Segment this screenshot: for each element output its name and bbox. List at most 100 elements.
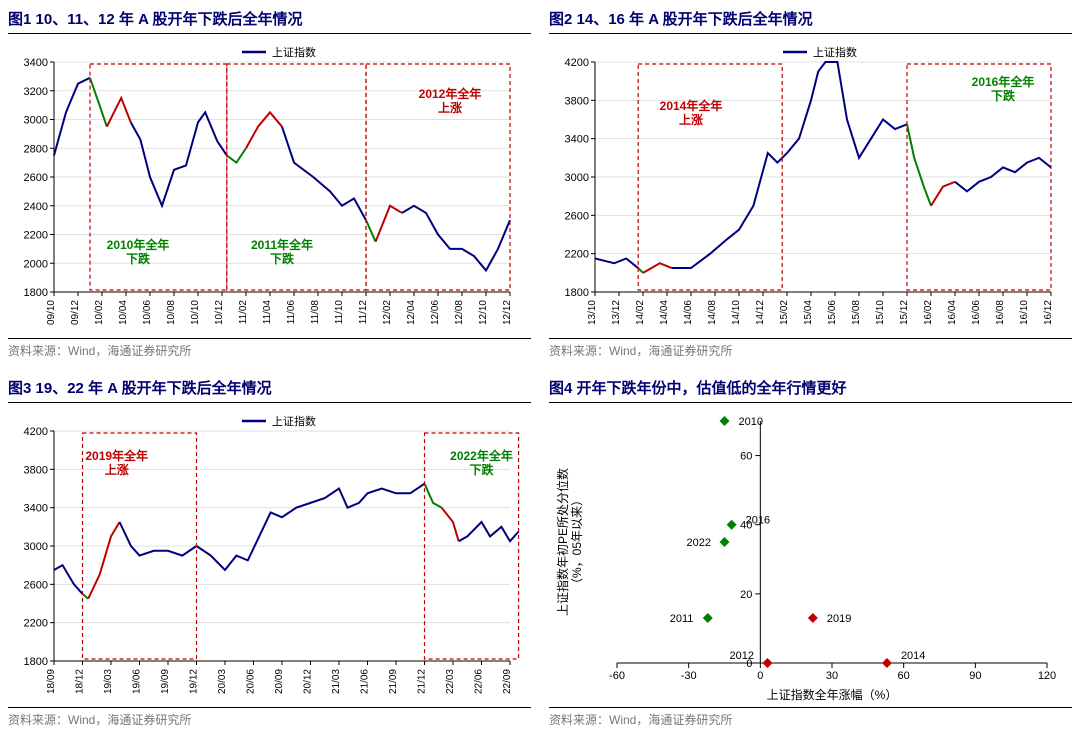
series-segment — [227, 148, 246, 162]
x-axis-label: 上证指数全年涨幅（%） — [767, 687, 898, 702]
svg-text:12/02: 12/02 — [382, 300, 393, 325]
line-chart: 18002000220024002600280030003200340009/1… — [8, 36, 520, 336]
svg-text:16/12: 16/12 — [1043, 300, 1054, 325]
svg-text:11/04: 11/04 — [262, 300, 273, 325]
svg-text:60: 60 — [898, 670, 910, 682]
svg-text:10/12: 10/12 — [214, 300, 225, 325]
point-label: 2022 — [687, 537, 711, 549]
source-text: 资料来源：Wind，海通证券研究所 — [8, 707, 531, 728]
svg-text:2000: 2000 — [24, 258, 48, 270]
svg-text:12/06: 12/06 — [430, 300, 441, 325]
svg-text:120: 120 — [1038, 670, 1056, 682]
chart-panel: 图4 开年下跌年份中，估值低的全年行情更好-60-300306090120020… — [549, 377, 1072, 728]
svg-text:19/06: 19/06 — [132, 669, 143, 694]
svg-text:4200: 4200 — [565, 57, 589, 69]
svg-text:2400: 2400 — [24, 201, 48, 213]
scatter-chart: -60-300306090120020406020102016202220112… — [549, 405, 1061, 705]
annotation-text: 2012年全年 — [419, 86, 482, 101]
y-axis-label: （%，05年以来） — [570, 494, 584, 590]
series-segment — [376, 206, 402, 242]
svg-text:2600: 2600 — [24, 579, 48, 591]
svg-text:22/03: 22/03 — [445, 669, 456, 694]
svg-text:3800: 3800 — [565, 95, 589, 107]
svg-text:4200: 4200 — [24, 426, 48, 438]
svg-text:18/12: 18/12 — [75, 669, 86, 694]
scatter-point — [703, 613, 713, 623]
svg-text:1800: 1800 — [24, 656, 48, 668]
point-label: 2011 — [670, 613, 694, 625]
point-label: 2010 — [739, 416, 763, 428]
svg-text:3000: 3000 — [24, 115, 48, 127]
annotation-text: 下跌 — [469, 462, 494, 477]
chart-panel: 图1 10、11、12 年 A 股开年下跌后全年情况18002000220024… — [8, 8, 531, 359]
annotation-text: 上涨 — [679, 112, 703, 127]
series-segment — [88, 522, 119, 599]
svg-text:19/03: 19/03 — [103, 669, 114, 694]
svg-text:21/06: 21/06 — [360, 669, 371, 694]
svg-text:14/10: 14/10 — [731, 300, 742, 325]
svg-text:3000: 3000 — [565, 172, 589, 184]
scatter-point — [882, 658, 892, 668]
line-chart: 180022002600300034003800420013/1013/1214… — [549, 36, 1061, 336]
series-segment — [120, 484, 425, 570]
series-segment — [54, 78, 90, 156]
svg-text:15/02: 15/02 — [779, 300, 790, 325]
svg-text:21/12: 21/12 — [417, 669, 428, 694]
svg-text:1800: 1800 — [24, 287, 48, 299]
svg-text:3400: 3400 — [565, 134, 589, 146]
svg-text:2600: 2600 — [24, 172, 48, 184]
svg-text:22/09: 22/09 — [502, 669, 513, 694]
line-chart: 180022002600300034003800420018/0918/1219… — [8, 405, 520, 705]
svg-text:3200: 3200 — [24, 86, 48, 98]
svg-text:10/06: 10/06 — [142, 300, 153, 325]
svg-text:14/04: 14/04 — [659, 300, 670, 325]
svg-text:12/12: 12/12 — [502, 300, 513, 325]
legend-label: 上证指数 — [813, 45, 857, 59]
svg-text:20: 20 — [740, 589, 752, 601]
point-label: 2014 — [901, 650, 925, 662]
series-segment — [131, 112, 227, 205]
source-text: 资料来源：Wind，海通证券研究所 — [549, 707, 1072, 728]
series-segment — [643, 263, 672, 273]
panel-title: 图1 10、11、12 年 A 股开年下跌后全年情况 — [8, 8, 531, 34]
svg-text:10/02: 10/02 — [94, 300, 105, 325]
svg-text:10/04: 10/04 — [118, 300, 129, 325]
series-segment — [638, 268, 643, 273]
svg-text:12/04: 12/04 — [406, 300, 417, 325]
annotation-text: 下跌 — [270, 251, 295, 266]
svg-text:14/02: 14/02 — [635, 300, 646, 325]
svg-text:3400: 3400 — [24, 57, 48, 69]
series-segment — [955, 158, 1051, 192]
series-segment — [931, 182, 955, 206]
annotation-text: 上涨 — [105, 462, 129, 477]
annotation-text: 下跌 — [991, 88, 1016, 103]
svg-text:16/06: 16/06 — [971, 300, 982, 325]
annotation-text: 下跌 — [126, 251, 151, 266]
svg-text:11/10: 11/10 — [334, 300, 345, 325]
svg-text:60: 60 — [740, 451, 752, 463]
svg-text:19/12: 19/12 — [189, 669, 200, 694]
svg-text:16/04: 16/04 — [947, 300, 958, 325]
series-segment — [425, 484, 442, 508]
scatter-point — [763, 658, 773, 668]
source-text: 资料来源：Wind，海通证券研究所 — [8, 338, 531, 359]
svg-text:21/09: 21/09 — [388, 669, 399, 694]
svg-text:15/12: 15/12 — [899, 300, 910, 325]
svg-text:1800: 1800 — [565, 287, 589, 299]
svg-text:20/03: 20/03 — [217, 669, 228, 694]
svg-text:15/04: 15/04 — [803, 300, 814, 325]
series-segment — [83, 594, 89, 599]
source-text: 资料来源：Wind，海通证券研究所 — [549, 338, 1072, 359]
svg-text:15/06: 15/06 — [827, 300, 838, 325]
series-segment — [366, 220, 376, 242]
series-segment — [107, 98, 131, 127]
svg-text:3800: 3800 — [24, 464, 48, 476]
svg-text:0: 0 — [757, 670, 763, 682]
svg-text:13/12: 13/12 — [611, 300, 622, 325]
svg-text:18/09: 18/09 — [46, 669, 57, 694]
svg-text:21/03: 21/03 — [331, 669, 342, 694]
svg-text:15/08: 15/08 — [851, 300, 862, 325]
annotation-text: 2010年全年 — [107, 237, 170, 252]
series-segment — [402, 206, 510, 271]
legend-label: 上证指数 — [272, 414, 316, 428]
